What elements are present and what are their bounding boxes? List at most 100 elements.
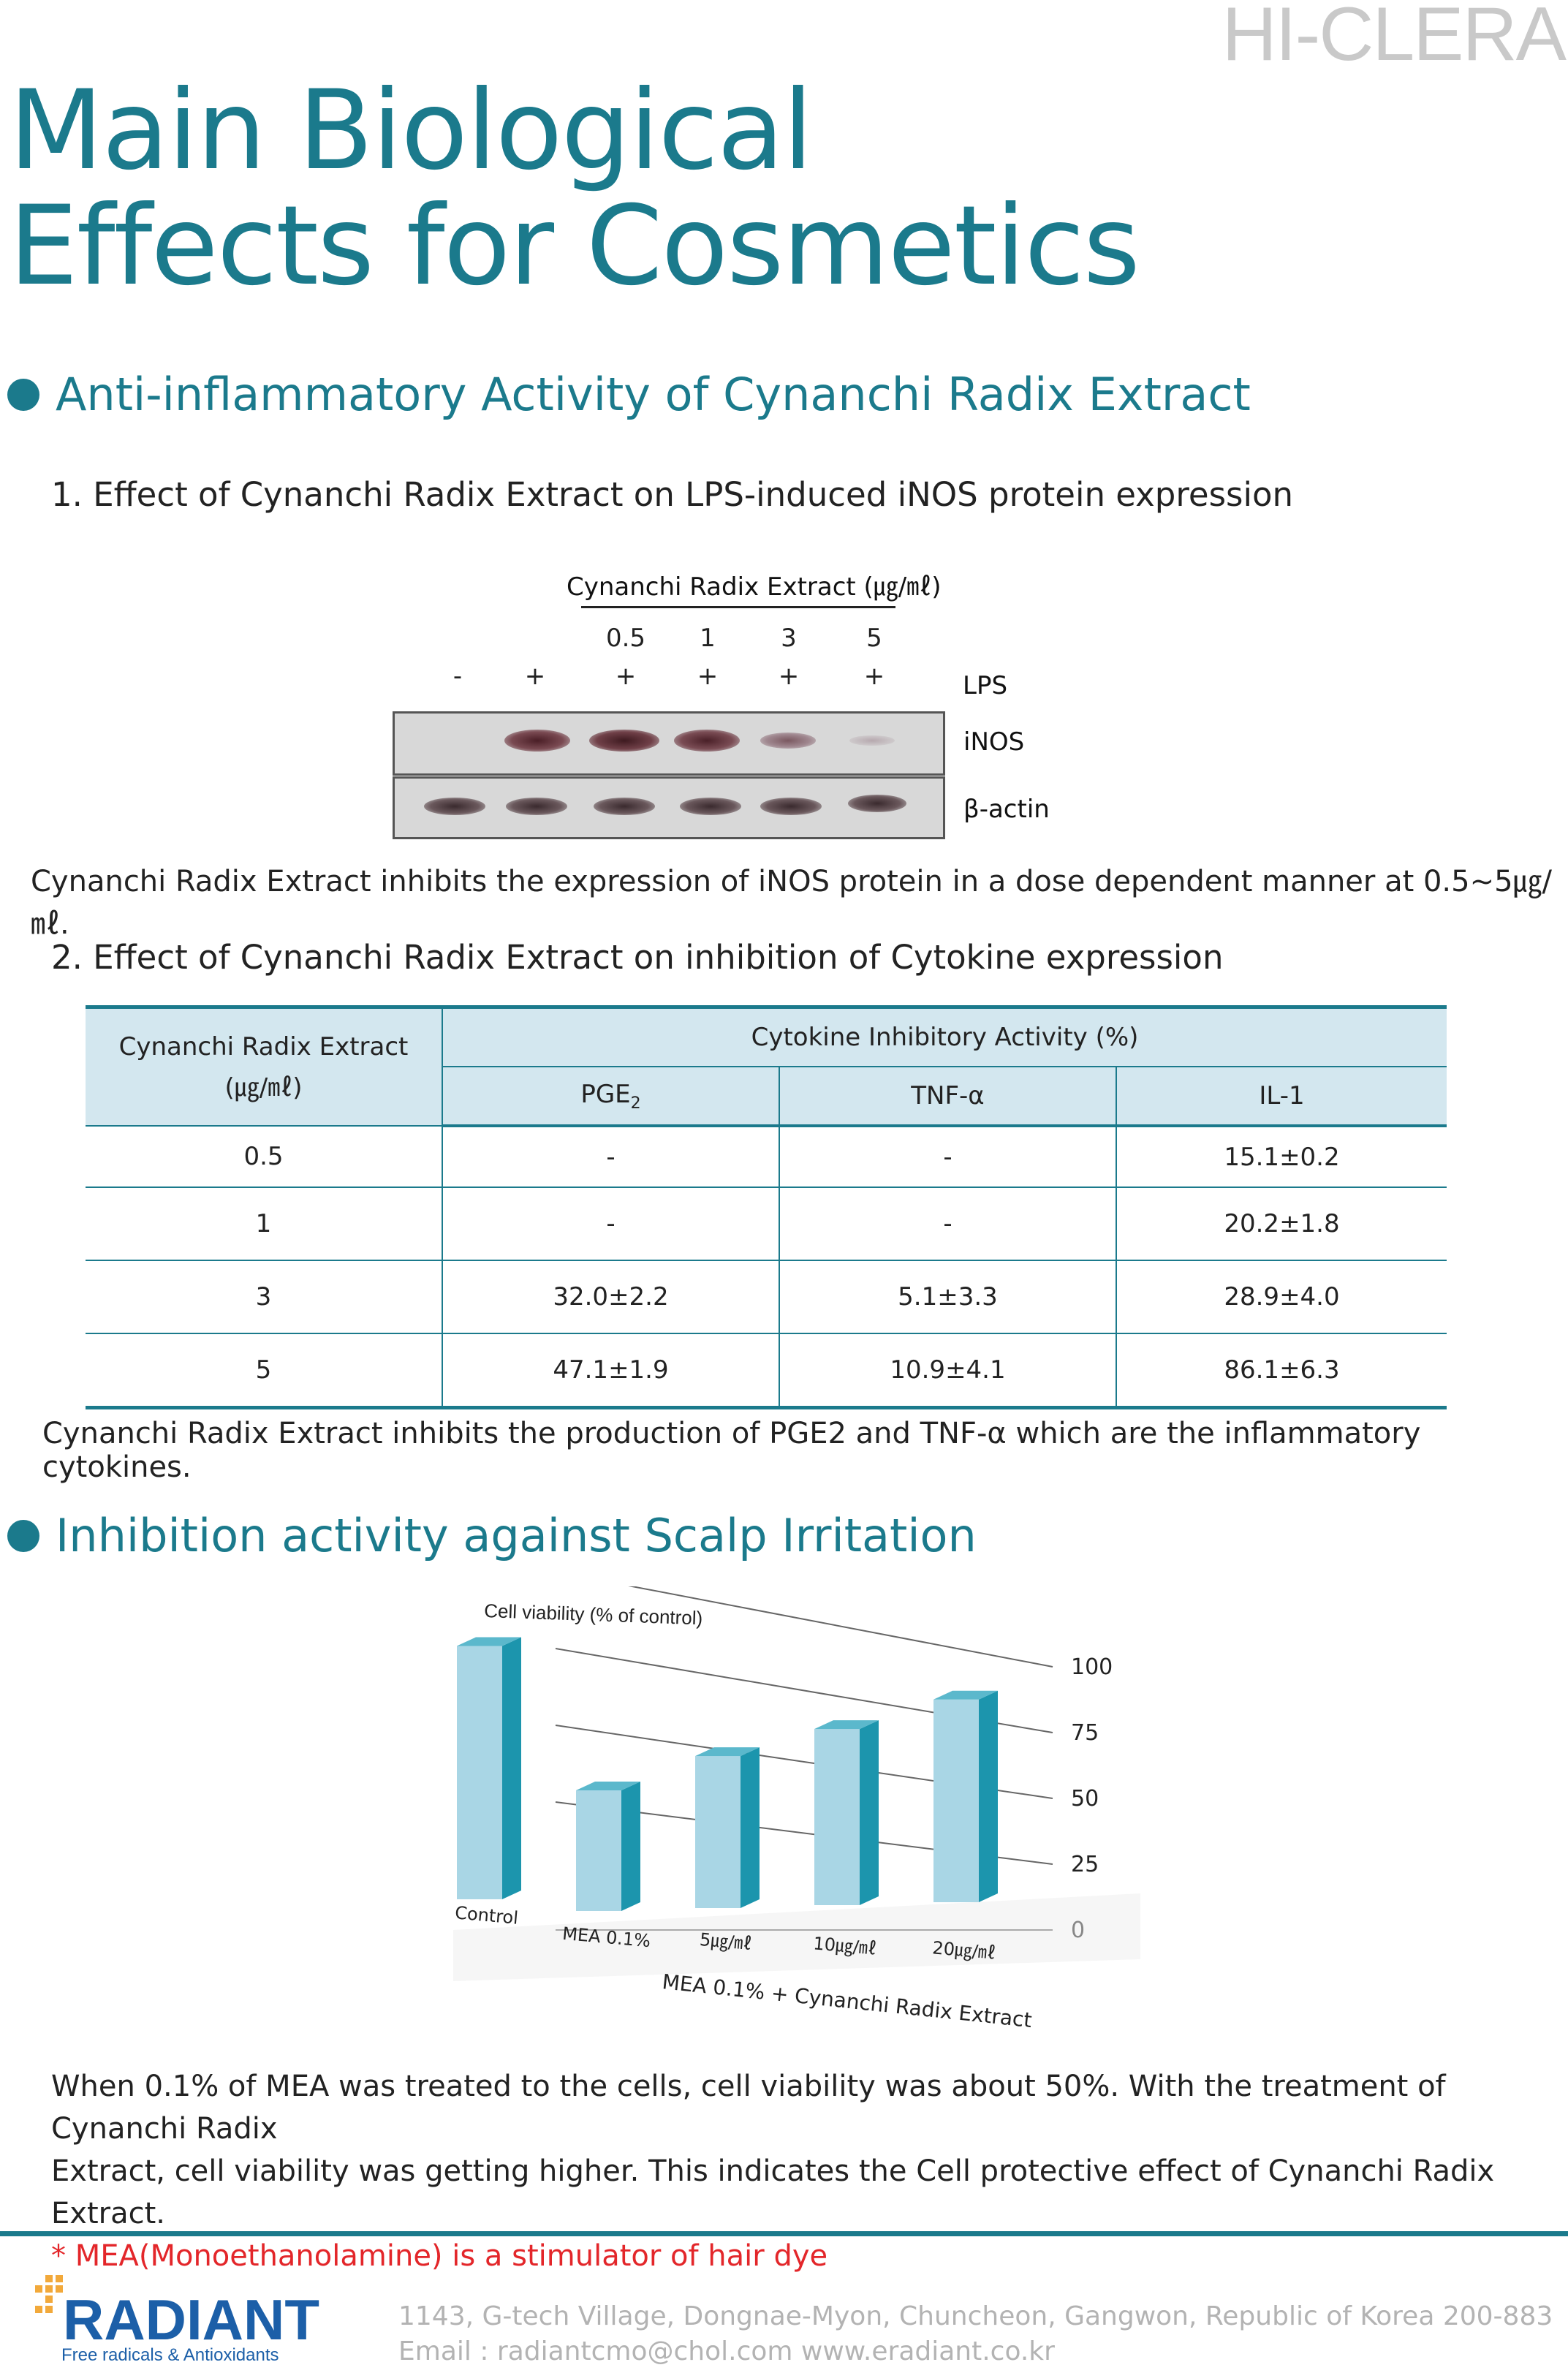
blot-row-label-actin: β-actin: [963, 795, 1050, 824]
table-header-extract: Cynanchi Radix Extract (㎍/㎖): [86, 1007, 443, 1127]
table-header-extract-line2: (㎍/㎖): [224, 1072, 303, 1102]
chart-bar: [814, 1720, 879, 1905]
blot-row-label-inos: iNOS: [963, 727, 1025, 757]
chart-bar-side: [502, 1637, 521, 1899]
section-heading-text: Anti-inflammatory Activity of Cynanchi R…: [56, 368, 1251, 421]
table-cell-pge: -: [442, 1187, 780, 1261]
footer-address: 1143, G-tech Village, Dongnae-Myon, Chun…: [398, 2301, 1553, 2331]
caption-inos: Cynanchi Radix Extract inhibits the expr…: [31, 865, 1553, 941]
blot-band: [760, 733, 816, 749]
logo-tagline: Free radicals & Antioxidants: [61, 2345, 279, 2365]
table-row: 3 32.0±2.2 5.1±3.3 28.9±4.0: [86, 1260, 1447, 1334]
table-cell-conc: 5: [86, 1333, 443, 1409]
chart-bar-side: [621, 1782, 640, 1911]
blot-band: [506, 798, 567, 815]
cytokine-table: Cynanchi Radix Extract (㎍/㎖) Cytokine In…: [86, 1005, 1447, 1409]
table-cell-il: 20.2±1.8: [1116, 1187, 1447, 1261]
table-cell-tnf: -: [779, 1126, 1117, 1188]
table-cell-pge: 32.0±2.2: [442, 1260, 780, 1334]
chart-bars: [457, 1637, 998, 1911]
blot-inos-strip: [393, 711, 945, 776]
chart-bar-top: [814, 1720, 879, 1730]
scalp-paragraph-line2: Extract, cell viability was getting high…: [51, 2154, 1495, 2230]
blot-band: [424, 798, 485, 815]
subheading-cytokine: 2. Effect of Cynanchi Radix Extract on i…: [51, 938, 1224, 977]
blot-band: [680, 798, 741, 815]
chart-bar-front: [933, 1699, 979, 1902]
table-cell-conc: 3: [86, 1260, 443, 1334]
subheading-inos: 1. Effect of Cynanchi Radix Extract on L…: [51, 475, 1294, 514]
table-header-group: Cytokine Inhibitory Activity (%): [442, 1007, 1447, 1067]
chart-group-label: MEA 0.1% + Cynanchi Radix Extract: [661, 1969, 1033, 2032]
chart-bar-side: [979, 1690, 998, 1902]
chart-tick-label: 100: [1071, 1654, 1113, 1680]
chart-bar-front: [814, 1729, 860, 1905]
table-row: 1 - - 20.2±1.8: [86, 1187, 1447, 1261]
scalp-paragraph-line1: When 0.1% of MEA was treated to the cell…: [51, 2070, 1446, 2146]
table-cell-conc: 0.5: [86, 1126, 443, 1188]
chart-tick-label: 75: [1071, 1720, 1099, 1746]
blot-band: [674, 730, 740, 752]
blot-band: [594, 798, 655, 815]
radiant-logo: RADIANT Free radicals & Antioxidants: [35, 2272, 357, 2373]
chart-ylabel: Cell viability (% of control): [484, 1600, 703, 1629]
table-cell-tnf: -: [779, 1187, 1117, 1261]
footer-contact: Email : radiantcmo@chol.com www.eradiant…: [398, 2336, 1055, 2366]
blot-band: [760, 798, 822, 815]
blot-band: [848, 795, 906, 812]
blot-lps-sign: +: [778, 662, 800, 691]
table-cell-il: 28.9±4.0: [1116, 1260, 1447, 1334]
blot-row-label-lps: LPS: [963, 671, 1008, 700]
blot-conc-label: 1: [700, 624, 716, 653]
table-header-pge-text: PGE: [580, 1079, 631, 1109]
chart-bar: [576, 1782, 640, 1911]
section-heading-text: Inhibition activity against Scalp Irrita…: [56, 1509, 977, 1562]
bullet-dot-icon: [7, 1519, 39, 1552]
chart-bar-front: [695, 1756, 741, 1908]
viability-chart: Cell viability (% of control) 0255075100…: [453, 1586, 1140, 2032]
logo-text: RADIANT: [63, 2287, 319, 2352]
section-heading-scalp: Inhibition activity against Scalp Irrita…: [7, 1509, 977, 1562]
blot-conc-label: 5: [866, 624, 882, 653]
footer-divider: [0, 2231, 1568, 2236]
blot-lps-sign: -: [452, 662, 463, 691]
blot-band: [589, 730, 659, 752]
table-row: 0.5 - - 15.1±0.2: [86, 1126, 1447, 1188]
mea-note: * MEA(Monoethanolamine) is a stimulator …: [51, 2239, 828, 2273]
table-cell-pge: 47.1±1.9: [442, 1333, 780, 1409]
table-header-extract-line1: Cynanchi Radix Extract: [118, 1032, 409, 1061]
table-header-tnf: TNF-α: [779, 1067, 1117, 1127]
bullet-dot-icon: [7, 378, 39, 411]
table-cell-tnf: 10.9±4.1: [779, 1333, 1117, 1409]
table-cell-il: 15.1±0.2: [1116, 1126, 1447, 1188]
blot-lps-sign: +: [615, 662, 637, 691]
chart-bar-front: [576, 1790, 621, 1911]
blot-band: [849, 735, 895, 746]
chart-bar-front: [457, 1646, 502, 1899]
blot-conc-label: 3: [781, 624, 797, 653]
blot-actin-strip: [393, 776, 945, 839]
chart-bar-side: [741, 1747, 760, 1908]
blot-conc-label: 0.5: [605, 624, 646, 653]
blot-band: [504, 730, 570, 752]
chart-tick-label: 50: [1071, 1786, 1099, 1812]
chart-grid-line: [628, 1586, 1053, 1668]
page-title-line2: Effects for Cosmetics: [9, 183, 1140, 310]
scalp-paragraph: When 0.1% of MEA was treated to the cell…: [51, 2065, 1568, 2277]
table-header-pge: PGE2: [442, 1067, 780, 1127]
brand-name: HI-CLERA: [1222, 0, 1567, 77]
blot-lps-sign: +: [863, 662, 885, 691]
chart-bar: [933, 1690, 998, 1902]
chart-floor: [453, 1893, 1140, 1981]
table-row: 5 47.1±1.9 10.9±4.1 86.1±6.3: [86, 1333, 1447, 1409]
page-title: Main Biological Effects for Cosmetics: [9, 73, 1140, 310]
caption-cytokine: Cynanchi Radix Extract inhibits the prod…: [42, 1417, 1421, 1484]
table-cell-tnf: 5.1±3.3: [779, 1260, 1117, 1334]
blot-extract-label: Cynanchi Radix Extract (㎍/㎖): [567, 572, 942, 602]
table-cell-conc: 1: [86, 1187, 443, 1261]
chart-grid: 0255075100: [453, 1586, 1140, 1981]
blot-lps-sign: +: [697, 662, 719, 691]
table-header-il: IL-1: [1116, 1067, 1447, 1127]
chart-category-label: Control: [454, 1902, 519, 1928]
chart-bar-top: [457, 1637, 521, 1646]
